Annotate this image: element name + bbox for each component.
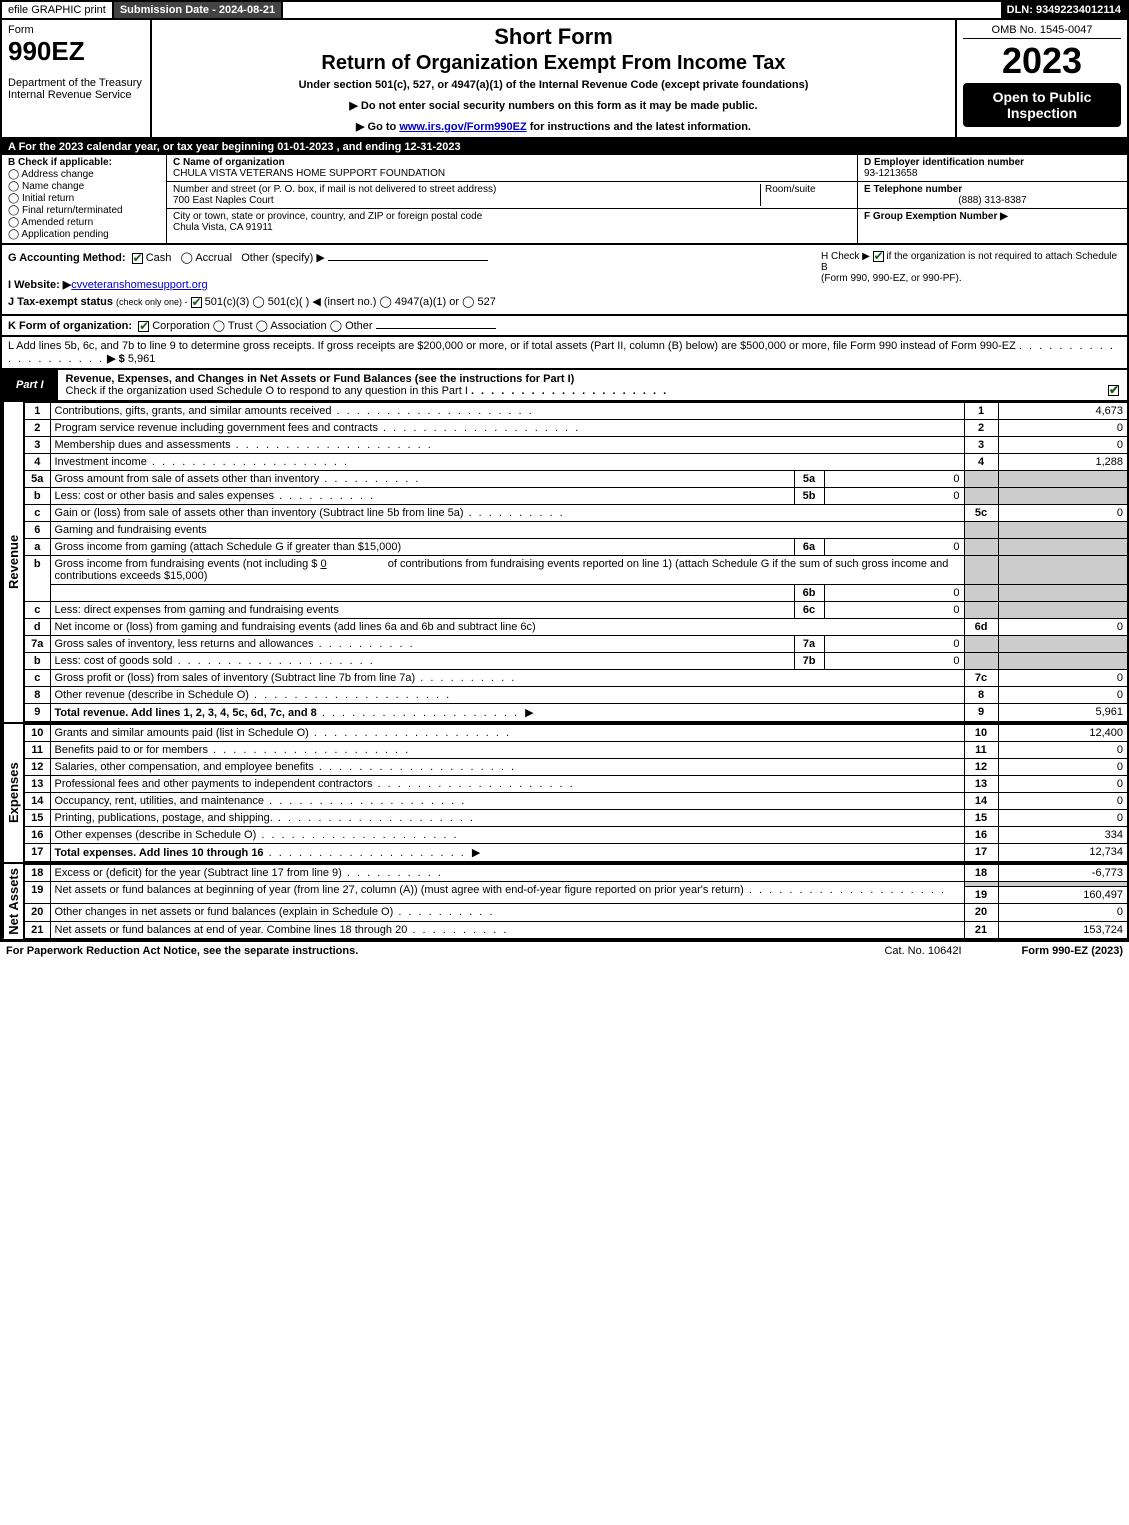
cb-no-schedule-b[interactable] (873, 251, 884, 262)
d-ein-value: 93-1213658 (864, 168, 1121, 179)
part1-tab: Part I (2, 376, 58, 394)
d-ein-label: D Employer identification number (864, 157, 1121, 168)
irs-label: Internal Revenue Service (8, 89, 144, 101)
room-suite-label: Room/suite (761, 184, 851, 206)
title-return: Return of Organization Exempt From Incom… (162, 52, 945, 75)
section-bcdef: B Check if applicable: ◯ Address change … (0, 155, 1129, 245)
part1-title: Revenue, Expenses, and Changes in Net As… (58, 370, 1127, 400)
tax-year: 2023 (963, 43, 1121, 79)
city-label: City or town, state or province, country… (173, 211, 482, 222)
street-label: Number and street (or P. O. box, if mail… (173, 184, 756, 195)
part1-header: Part I Revenue, Expenses, and Changes in… (0, 370, 1129, 402)
col-de: D Employer identification number 93-1213… (857, 155, 1127, 243)
header-right: OMB No. 1545-0047 2023 Open to Public In… (957, 20, 1127, 137)
city-value: Chula Vista, CA 91911 (173, 222, 482, 233)
l-gross-receipts: L Add lines 5b, 6c, and 7b to line 9 to … (0, 337, 1129, 370)
expenses-table: 10Grants and similar amounts paid (list … (23, 724, 1129, 862)
revenue-label: Revenue (2, 402, 23, 722)
cb-initial-return[interactable]: ◯ Initial return (8, 193, 160, 204)
efile-print[interactable]: efile GRAPHIC print (2, 2, 114, 18)
goto-link[interactable]: ▶ Go to www.irs.gov/Form990EZ for instru… (162, 120, 945, 133)
netassets-section: Net Assets 18Excess or (deficit) for the… (0, 864, 1129, 941)
cb-application-pending[interactable]: ◯ Application pending (8, 229, 160, 240)
omb-number: OMB No. 1545-0047 (963, 24, 1121, 39)
expenses-section: Expenses 10Grants and similar amounts pa… (0, 724, 1129, 864)
cb-address-change[interactable]: ◯ Address change (8, 169, 160, 180)
submission-date: Submission Date - 2024-08-21 (114, 2, 283, 18)
cb-final-return[interactable]: ◯ Final return/terminated (8, 205, 160, 216)
form-number: 990EZ (8, 36, 144, 67)
f-group-exemption: F Group Exemption Number ▶ (864, 211, 1121, 222)
top-bar: efile GRAPHIC print Submission Date - 20… (0, 0, 1129, 20)
b-label: B Check if applicable: (8, 157, 160, 168)
i-website: I Website: ▶cvveteranshomesupport.org (8, 278, 821, 291)
netassets-table: 18Excess or (deficit) for the year (Subt… (23, 864, 1129, 939)
e-phone-value: (888) 313-8387 (864, 195, 1121, 206)
col-c-org-info: C Name of organization CHULA VISTA VETER… (167, 155, 857, 243)
revenue-section: Revenue 1Contributions, gifts, grants, a… (0, 402, 1129, 724)
public-inspection-badge: Open to Public Inspection (963, 83, 1121, 127)
g-accounting-method: G Accounting Method: Cash ◯ Accrual Othe… (8, 251, 821, 264)
header-left: Form 990EZ Department of the Treasury In… (2, 20, 152, 137)
website-link[interactable]: cvveteranshomesupport.org (71, 279, 207, 291)
col-b-checkboxes: B Check if applicable: ◯ Address change … (2, 155, 167, 243)
section-gh: G Accounting Method: Cash ◯ Accrual Othe… (0, 245, 1129, 316)
dept-treasury: Department of the Treasury (8, 77, 144, 89)
cb-corporation[interactable] (138, 321, 149, 332)
cb-name-change[interactable]: ◯ Name change (8, 181, 160, 192)
title-short-form: Short Form (162, 24, 945, 50)
org-name: CHULA VISTA VETERANS HOME SUPPORT FOUNDA… (173, 168, 851, 179)
j-tax-exempt: J Tax-exempt status (check only one) - 5… (8, 295, 821, 308)
cb-amended-return[interactable]: ◯ Amended return (8, 217, 160, 228)
page-footer: For Paperwork Reduction Act Notice, see … (0, 941, 1129, 960)
catalog-number: Cat. No. 10642I (884, 945, 961, 957)
street-value: 700 East Naples Court (173, 195, 756, 206)
cb-schedule-o[interactable] (1108, 385, 1119, 396)
form-ref: Form 990-EZ (2023) (1022, 945, 1123, 957)
k-form-of-org: K Form of organization: Corporation ◯ Tr… (0, 316, 1129, 337)
expenses-label: Expenses (2, 724, 23, 862)
paperwork-notice: For Paperwork Reduction Act Notice, see … (6, 945, 358, 957)
cb-501c3[interactable] (191, 297, 202, 308)
subtitle: Under section 501(c), 527, or 4947(a)(1)… (162, 79, 945, 91)
dln: DLN: 93492234012114 (1001, 2, 1127, 18)
h-schedule-b: H Check ▶ if the organization is not req… (821, 251, 1121, 308)
row-a-tax-year: A For the 2023 calendar year, or tax yea… (0, 139, 1129, 155)
cb-cash[interactable] (132, 253, 143, 264)
revenue-table: 1Contributions, gifts, grants, and simil… (23, 402, 1129, 722)
form-header: Form 990EZ Department of the Treasury In… (0, 20, 1129, 139)
e-phone-label: E Telephone number (864, 184, 1121, 195)
form-label: Form (8, 24, 144, 36)
ssn-warning: ▶ Do not enter social security numbers o… (162, 99, 945, 112)
netassets-label: Net Assets (2, 864, 23, 939)
header-center: Short Form Return of Organization Exempt… (152, 20, 957, 137)
c-name-label: C Name of organization (173, 157, 851, 168)
